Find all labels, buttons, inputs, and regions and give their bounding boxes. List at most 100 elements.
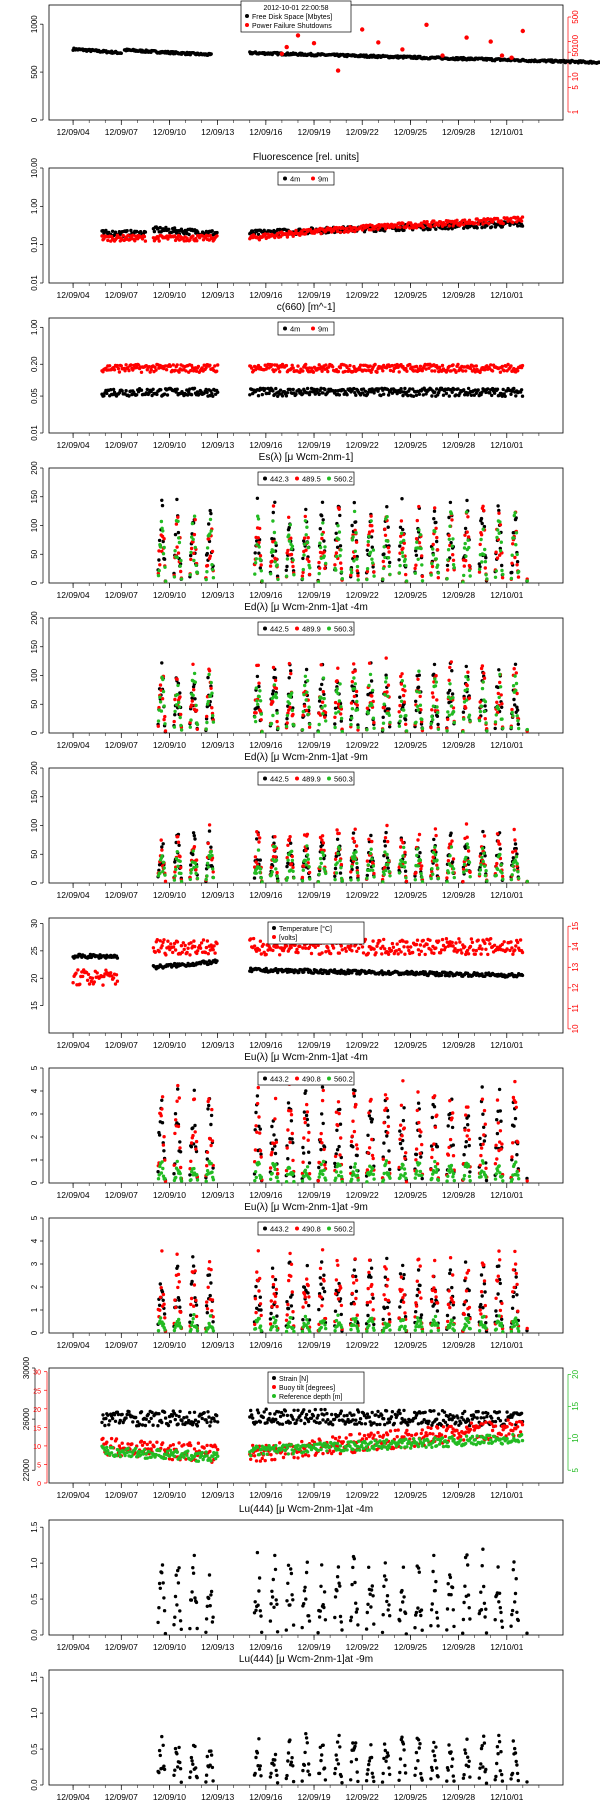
x-tick-label: 12/09/25: [394, 740, 427, 750]
data-point: [266, 386, 270, 391]
y-right-tick-label: 10: [571, 1024, 580, 1033]
data-point: [337, 507, 341, 511]
data-point: [432, 509, 437, 513]
data-point: [292, 876, 296, 880]
data-point: [509, 216, 513, 221]
data-point: [354, 844, 359, 848]
data-point: [498, 520, 502, 524]
data-point: [191, 537, 195, 542]
y-tick-label: 500: [30, 65, 39, 79]
data-point: [496, 691, 500, 696]
data-point: [370, 545, 374, 549]
data-point: [338, 554, 342, 558]
data-point: [285, 391, 290, 395]
data-point: [211, 568, 215, 572]
data-point: [404, 572, 408, 577]
data-point: [291, 387, 295, 392]
data-point: [270, 554, 275, 558]
data-point: [355, 861, 359, 865]
data-point: [256, 536, 260, 540]
data-point: [277, 366, 281, 370]
data-point: [301, 570, 305, 575]
data-point: [498, 680, 502, 685]
data-point: [305, 690, 309, 694]
chart-title: Ed(λ) [μ Wcm-2nm-1]at -4m: [244, 602, 368, 613]
data-point: [353, 549, 357, 553]
data-point: [420, 726, 425, 731]
data-point: [383, 533, 388, 537]
data-point: [335, 687, 339, 691]
data-point: [340, 577, 344, 581]
data-point: [192, 845, 197, 849]
data-point: [110, 229, 115, 233]
data-point: [320, 514, 324, 518]
data-point: [397, 370, 401, 374]
data-point: [275, 719, 279, 724]
data-point: [257, 840, 261, 844]
data-point: [156, 573, 161, 578]
data-point: [435, 714, 440, 718]
legend: 4m 9m: [277, 321, 335, 336]
data-point: [493, 720, 498, 724]
data-point: [294, 392, 298, 396]
data-point: [483, 547, 487, 552]
data-point: [205, 551, 209, 556]
data-point: [291, 564, 295, 569]
data-point: [296, 364, 300, 368]
data-point: [366, 711, 370, 715]
data-point: [450, 544, 454, 548]
x-tick-label: 12/09/28: [442, 740, 475, 750]
data-point: [500, 576, 505, 580]
data-point: [462, 573, 466, 578]
data-point: [172, 719, 176, 724]
data-point: [399, 699, 404, 703]
data-point: [211, 394, 215, 398]
data-point: [284, 44, 289, 50]
data-point: [316, 880, 321, 884]
plot-frame: [48, 317, 564, 434]
data-point: [207, 669, 212, 673]
data-point: [410, 223, 414, 227]
data-point: [468, 719, 472, 723]
data-point: [498, 852, 502, 857]
data-point: [436, 866, 440, 870]
data-point: [138, 230, 143, 234]
data-point: [511, 850, 515, 854]
data-point: [208, 233, 212, 238]
data-point: [418, 858, 423, 862]
y-tick-label: 200: [30, 611, 39, 625]
data-point: [495, 832, 500, 836]
data-point: [273, 560, 277, 564]
data-point: [510, 553, 514, 557]
data-point: [345, 226, 349, 231]
x-tick-label: 12/09/04: [57, 127, 90, 137]
data-point: [403, 557, 407, 562]
data-point: [467, 713, 472, 717]
data-point: [153, 365, 157, 369]
data-point: [399, 864, 404, 868]
data-point: [260, 880, 264, 884]
data-point: [207, 823, 212, 827]
data-point: [517, 569, 521, 574]
data-point: [436, 571, 441, 575]
data-point: [429, 225, 433, 229]
data-point: [416, 708, 420, 712]
data-point: [495, 535, 499, 540]
data-point: [206, 841, 210, 846]
data-point: [436, 563, 440, 567]
data-point: [459, 222, 463, 226]
data-point: [431, 704, 436, 708]
data-point: [157, 538, 162, 543]
data-point: [162, 392, 167, 396]
x-tick-label: 12/09/04: [57, 740, 90, 750]
data-point: [175, 363, 179, 367]
data-point: [267, 391, 271, 396]
data-point: [379, 393, 383, 398]
data-point: [275, 870, 279, 875]
data-point: [480, 225, 484, 230]
data-point: [159, 519, 164, 524]
data-point: [414, 699, 418, 703]
data-point: [519, 219, 524, 223]
data-point: [483, 560, 488, 564]
x-tick-label: 12/10/01: [490, 290, 523, 300]
